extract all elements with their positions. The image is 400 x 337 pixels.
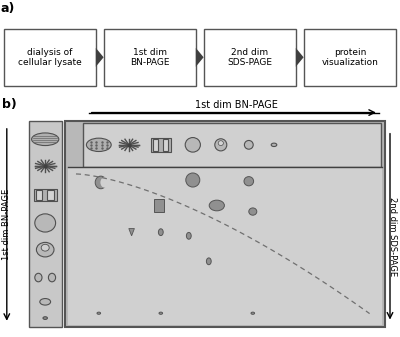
Ellipse shape <box>158 229 163 236</box>
Ellipse shape <box>244 141 253 149</box>
Bar <box>68 167 382 325</box>
Ellipse shape <box>209 200 224 211</box>
Ellipse shape <box>271 143 277 147</box>
Ellipse shape <box>41 244 49 251</box>
Ellipse shape <box>185 137 200 152</box>
Bar <box>151 138 171 152</box>
Ellipse shape <box>35 214 56 232</box>
Text: 1st dim BN-PAGE: 1st dim BN-PAGE <box>195 100 278 110</box>
Bar <box>65 121 385 327</box>
Polygon shape <box>196 48 204 67</box>
FancyBboxPatch shape <box>304 29 396 86</box>
Polygon shape <box>129 228 134 236</box>
FancyBboxPatch shape <box>104 29 196 86</box>
Ellipse shape <box>48 273 56 282</box>
Ellipse shape <box>244 177 254 186</box>
Bar <box>153 139 158 151</box>
Ellipse shape <box>40 299 50 305</box>
FancyBboxPatch shape <box>204 29 296 86</box>
Polygon shape <box>96 48 104 67</box>
Ellipse shape <box>32 133 59 146</box>
Text: 1st dim
BN-PAGE: 1st dim BN-PAGE <box>130 48 170 67</box>
Ellipse shape <box>218 141 223 146</box>
Bar <box>154 199 164 212</box>
Ellipse shape <box>186 173 200 187</box>
Bar <box>29 121 62 327</box>
FancyBboxPatch shape <box>4 29 96 86</box>
Text: 1st dim BN-PAGE: 1st dim BN-PAGE <box>2 188 11 260</box>
Ellipse shape <box>36 242 54 257</box>
Ellipse shape <box>97 312 101 314</box>
Ellipse shape <box>251 312 255 314</box>
Ellipse shape <box>186 233 191 239</box>
Text: dialysis of
cellular lysate: dialysis of cellular lysate <box>18 48 82 67</box>
Ellipse shape <box>249 208 257 215</box>
Text: protein
visualization: protein visualization <box>322 48 378 67</box>
Ellipse shape <box>35 273 42 282</box>
Bar <box>83 123 381 167</box>
Bar <box>36 190 42 201</box>
Ellipse shape <box>43 317 47 319</box>
Bar <box>34 189 57 202</box>
Ellipse shape <box>86 138 111 152</box>
Ellipse shape <box>206 258 211 265</box>
Ellipse shape <box>100 177 109 188</box>
Text: 2nd dim
SDS-PAGE: 2nd dim SDS-PAGE <box>228 48 272 67</box>
Bar <box>47 190 54 201</box>
Text: 2nd dim SDS-PAGE: 2nd dim SDS-PAGE <box>388 197 397 276</box>
Ellipse shape <box>215 139 227 151</box>
Text: b): b) <box>2 98 17 111</box>
Text: a): a) <box>1 2 15 15</box>
Ellipse shape <box>159 312 163 314</box>
Bar <box>163 139 168 151</box>
Ellipse shape <box>95 176 106 189</box>
Polygon shape <box>296 48 304 67</box>
